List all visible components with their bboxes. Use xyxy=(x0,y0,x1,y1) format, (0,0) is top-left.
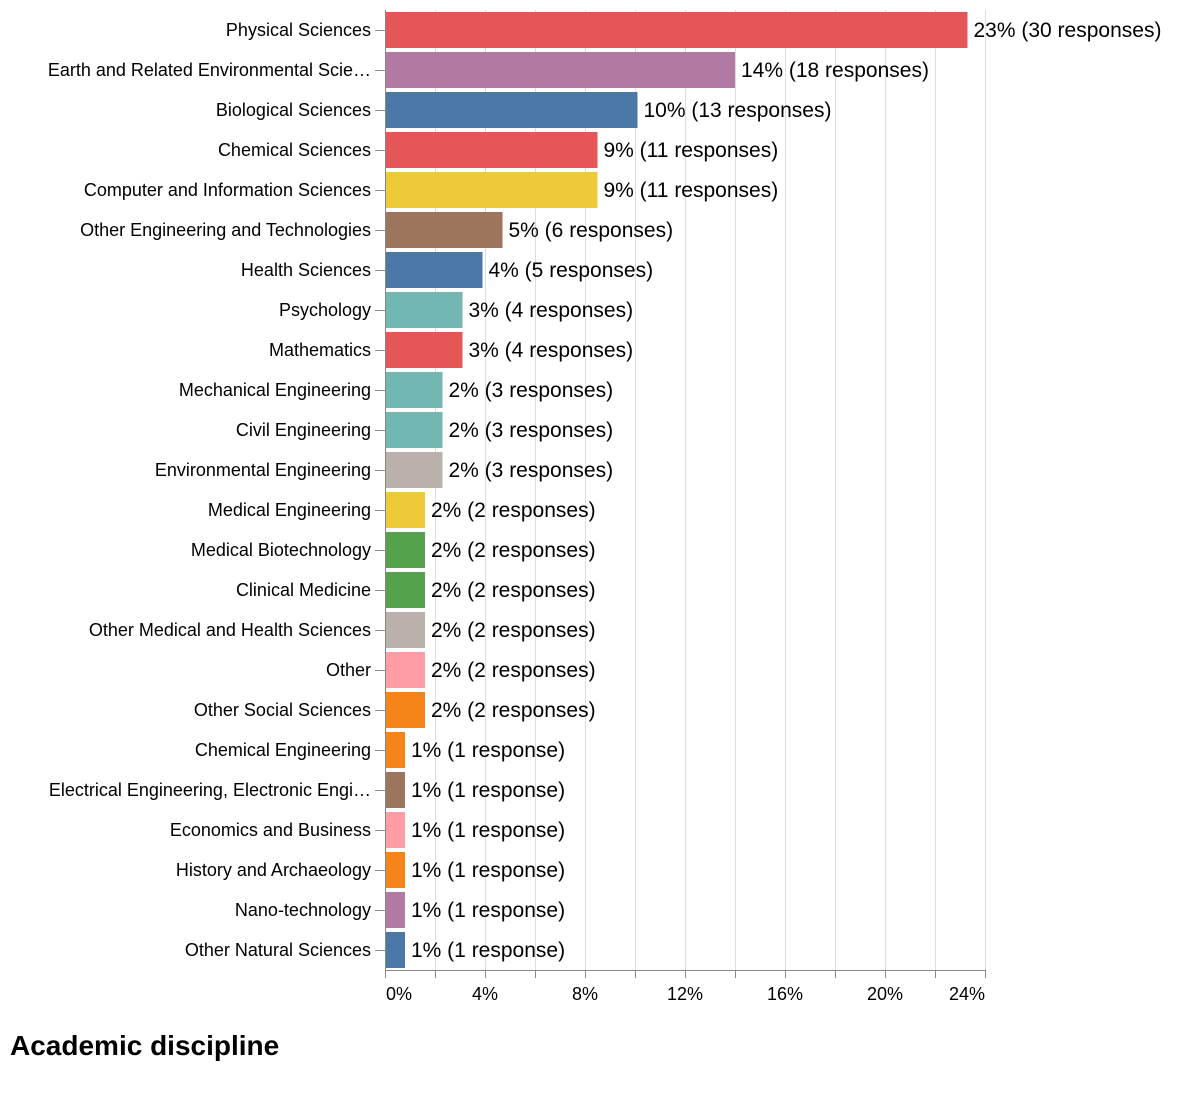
data-label: 1% (1 response) xyxy=(411,739,565,762)
data-label: 2% (2 responses) xyxy=(431,619,596,642)
chart-title: Academic discipline xyxy=(10,1030,280,1061)
x-tick-label: 0% xyxy=(386,984,412,1004)
category-label: Other xyxy=(326,660,371,680)
data-label: 3% (4 responses) xyxy=(469,339,634,362)
bars xyxy=(385,12,968,968)
bar[interactable] xyxy=(385,532,425,568)
bar[interactable] xyxy=(385,52,735,88)
labels: Physical Sciences 23% (30 responses) Earth… xyxy=(48,19,1162,1004)
bar[interactable] xyxy=(385,652,425,688)
bar[interactable] xyxy=(385,372,443,408)
bar[interactable] xyxy=(385,492,425,528)
data-label: 2% (2 responses) xyxy=(431,539,596,562)
data-label: 1% (1 response) xyxy=(411,939,565,962)
bar[interactable] xyxy=(385,812,405,848)
bar[interactable] xyxy=(385,172,598,208)
x-tick-label: 8% xyxy=(572,984,598,1004)
x-tick-label: 4% xyxy=(472,984,498,1004)
data-label: 9% (11 responses) xyxy=(604,179,779,202)
bar[interactable] xyxy=(385,772,405,808)
x-tick-label: 16% xyxy=(767,984,803,1004)
bar[interactable] xyxy=(385,452,443,488)
category-label: Civil Engineering xyxy=(236,420,371,440)
category-label: Mechanical Engineering xyxy=(179,380,371,400)
bar[interactable] xyxy=(385,212,503,248)
data-label: 10% (13 responses) xyxy=(644,99,832,122)
category-label: Biological Sciences xyxy=(216,100,371,120)
data-label: 1% (1 response) xyxy=(411,779,565,802)
x-tick-label: 12% xyxy=(667,984,703,1004)
bar[interactable] xyxy=(385,572,425,608)
category-label: Electrical Engineering, Electronic Engi… xyxy=(49,780,371,800)
category-label: Psychology xyxy=(279,300,371,320)
category-label: Medical Biotechnology xyxy=(191,540,371,560)
data-label: 2% (2 responses) xyxy=(431,659,596,682)
category-label: Nano-technology xyxy=(235,900,371,920)
bar[interactable] xyxy=(385,932,405,968)
data-label: 5% (6 responses) xyxy=(509,219,674,242)
x-tick-label: 20% xyxy=(867,984,903,1004)
bar[interactable] xyxy=(385,612,425,648)
data-label: 1% (1 response) xyxy=(411,899,565,922)
data-label: 4% (5 responses) xyxy=(489,259,654,282)
bar[interactable] xyxy=(385,132,598,168)
category-label: Other Natural Sciences xyxy=(185,940,371,960)
category-label: Physical Sciences xyxy=(226,20,371,40)
category-label: Other Engineering and Technologies xyxy=(80,220,371,240)
bar[interactable] xyxy=(385,292,463,328)
category-label: Chemical Engineering xyxy=(195,740,371,760)
bar[interactable] xyxy=(385,252,483,288)
data-label: 3% (4 responses) xyxy=(469,299,634,322)
x-tick-label: 24% xyxy=(949,984,985,1004)
data-label: 2% (2 responses) xyxy=(431,499,596,522)
bar[interactable] xyxy=(385,732,405,768)
category-label: Other Social Sciences xyxy=(194,700,371,720)
category-label: Mathematics xyxy=(269,340,371,360)
data-label: 2% (3 responses) xyxy=(449,419,614,442)
data-label: 2% (3 responses) xyxy=(449,459,614,482)
category-label: Earth and Related Environmental Scie… xyxy=(48,60,371,80)
category-label: History and Archaeology xyxy=(176,860,371,880)
data-label: 2% (3 responses) xyxy=(449,379,614,402)
data-label: 9% (11 responses) xyxy=(604,139,779,162)
category-label: Computer and Information Sciences xyxy=(84,180,371,200)
bar[interactable] xyxy=(385,892,405,928)
category-label: Health Sciences xyxy=(241,260,371,280)
data-label: 23% (30 responses) xyxy=(974,19,1162,42)
bar[interactable] xyxy=(385,92,638,128)
bar[interactable] xyxy=(385,412,443,448)
category-label: Chemical Sciences xyxy=(218,140,371,160)
data-label: 2% (2 responses) xyxy=(431,699,596,722)
bar[interactable] xyxy=(385,692,425,728)
category-label: Environmental Engineering xyxy=(155,460,371,480)
category-label: Other Medical and Health Sciences xyxy=(89,620,371,640)
data-label: 14% (18 responses) xyxy=(741,59,929,82)
bar[interactable] xyxy=(385,332,463,368)
category-label: Clinical Medicine xyxy=(236,580,371,600)
data-label: 1% (1 response) xyxy=(411,859,565,882)
bar[interactable] xyxy=(385,12,968,48)
data-label: 1% (1 response) xyxy=(411,819,565,842)
category-label: Economics and Business xyxy=(170,820,371,840)
bar[interactable] xyxy=(385,852,405,888)
axes xyxy=(375,10,986,978)
gridlines xyxy=(385,10,986,970)
bar-chart: Physical Sciences 23% (30 responses) Earth… xyxy=(48,10,1162,1004)
data-label: 2% (2 responses) xyxy=(431,579,596,602)
category-label: Medical Engineering xyxy=(208,500,371,520)
